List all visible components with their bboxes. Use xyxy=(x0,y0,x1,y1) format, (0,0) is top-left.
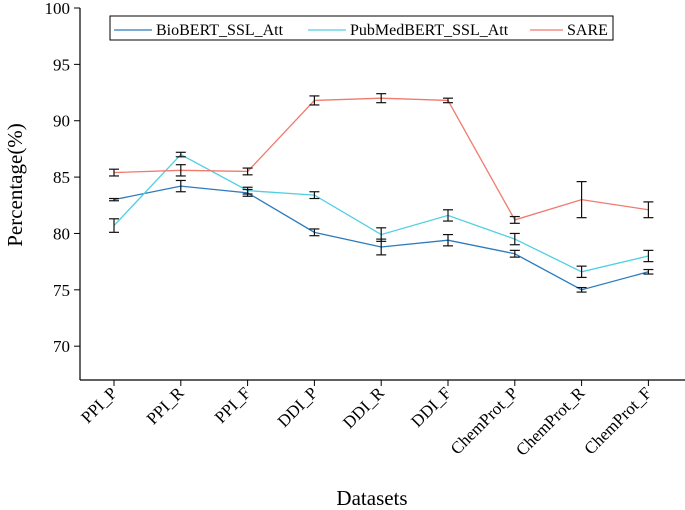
error-bar xyxy=(309,228,320,237)
error-bar xyxy=(376,93,387,104)
error-bar xyxy=(309,191,320,200)
y-tick-label: 70 xyxy=(53,337,70,356)
y-tick-label: 90 xyxy=(53,112,70,131)
y-tick-label: 75 xyxy=(53,281,70,300)
y-axis-ticks: 70 75 80 85 90 95 100 xyxy=(45,0,80,356)
x-tick-label: ChemProt_F xyxy=(580,383,655,458)
error-bar xyxy=(509,232,520,246)
x-axis-title: Datasets xyxy=(336,486,407,510)
error-bar xyxy=(509,249,520,258)
y-axis-title: Percentage(%) xyxy=(3,123,27,247)
error-bar xyxy=(576,286,587,293)
y-tick-label: 100 xyxy=(45,0,71,18)
x-tick-label: ChemProt_P xyxy=(447,383,522,458)
series-layer xyxy=(109,93,654,293)
legend-label-biobert: BioBERT_SSL_Att xyxy=(156,22,284,39)
legend: BioBERT_SSL_Att PubMedBERT_SSL_Att SARE xyxy=(109,15,614,41)
series-line-2 xyxy=(113,97,649,221)
error-bar xyxy=(309,95,320,106)
x-tick-label: PPI_P xyxy=(77,383,121,427)
x-tick-label: DDI_P xyxy=(274,383,321,430)
y-tick-label: 95 xyxy=(53,55,70,74)
error-bar xyxy=(109,168,119,177)
error-bar xyxy=(576,181,587,219)
plot-area xyxy=(79,8,685,381)
x-tick-label: DDI_F xyxy=(407,383,454,430)
error-bar xyxy=(175,179,186,193)
x-tick-label: DDI_R xyxy=(339,383,388,432)
error-bar xyxy=(376,227,387,242)
error-bar xyxy=(643,249,654,263)
legend-box xyxy=(109,15,614,41)
legend-label-pubmedbert: PubMedBERT_SSL_Att xyxy=(350,22,509,39)
x-axis-ticks: PPI_P PPI_R PPI_F DDI_P DDI_R DDI_FChemProt_P… xyxy=(77,380,655,460)
error-bar xyxy=(576,265,587,279)
y-tick-label: 80 xyxy=(53,224,70,243)
error-bar xyxy=(443,233,453,247)
error-bar xyxy=(175,164,186,177)
x-tick-label: PPI_F xyxy=(211,383,255,427)
error-bar xyxy=(175,151,186,158)
error-bar xyxy=(443,97,453,104)
x-tick-label: PPI_R xyxy=(143,383,188,428)
error-bar xyxy=(242,186,253,195)
error-bar xyxy=(509,215,520,224)
y-tick-label: 85 xyxy=(53,168,70,187)
x-tick-label: ChemProt_R xyxy=(512,383,589,460)
error-bar xyxy=(643,268,654,275)
error-bar xyxy=(109,197,119,202)
error-bar xyxy=(443,209,453,222)
error-bar xyxy=(242,167,253,176)
error-bar xyxy=(643,201,654,219)
error-bar xyxy=(109,218,119,233)
legend-label-sare: SARE xyxy=(567,22,608,39)
